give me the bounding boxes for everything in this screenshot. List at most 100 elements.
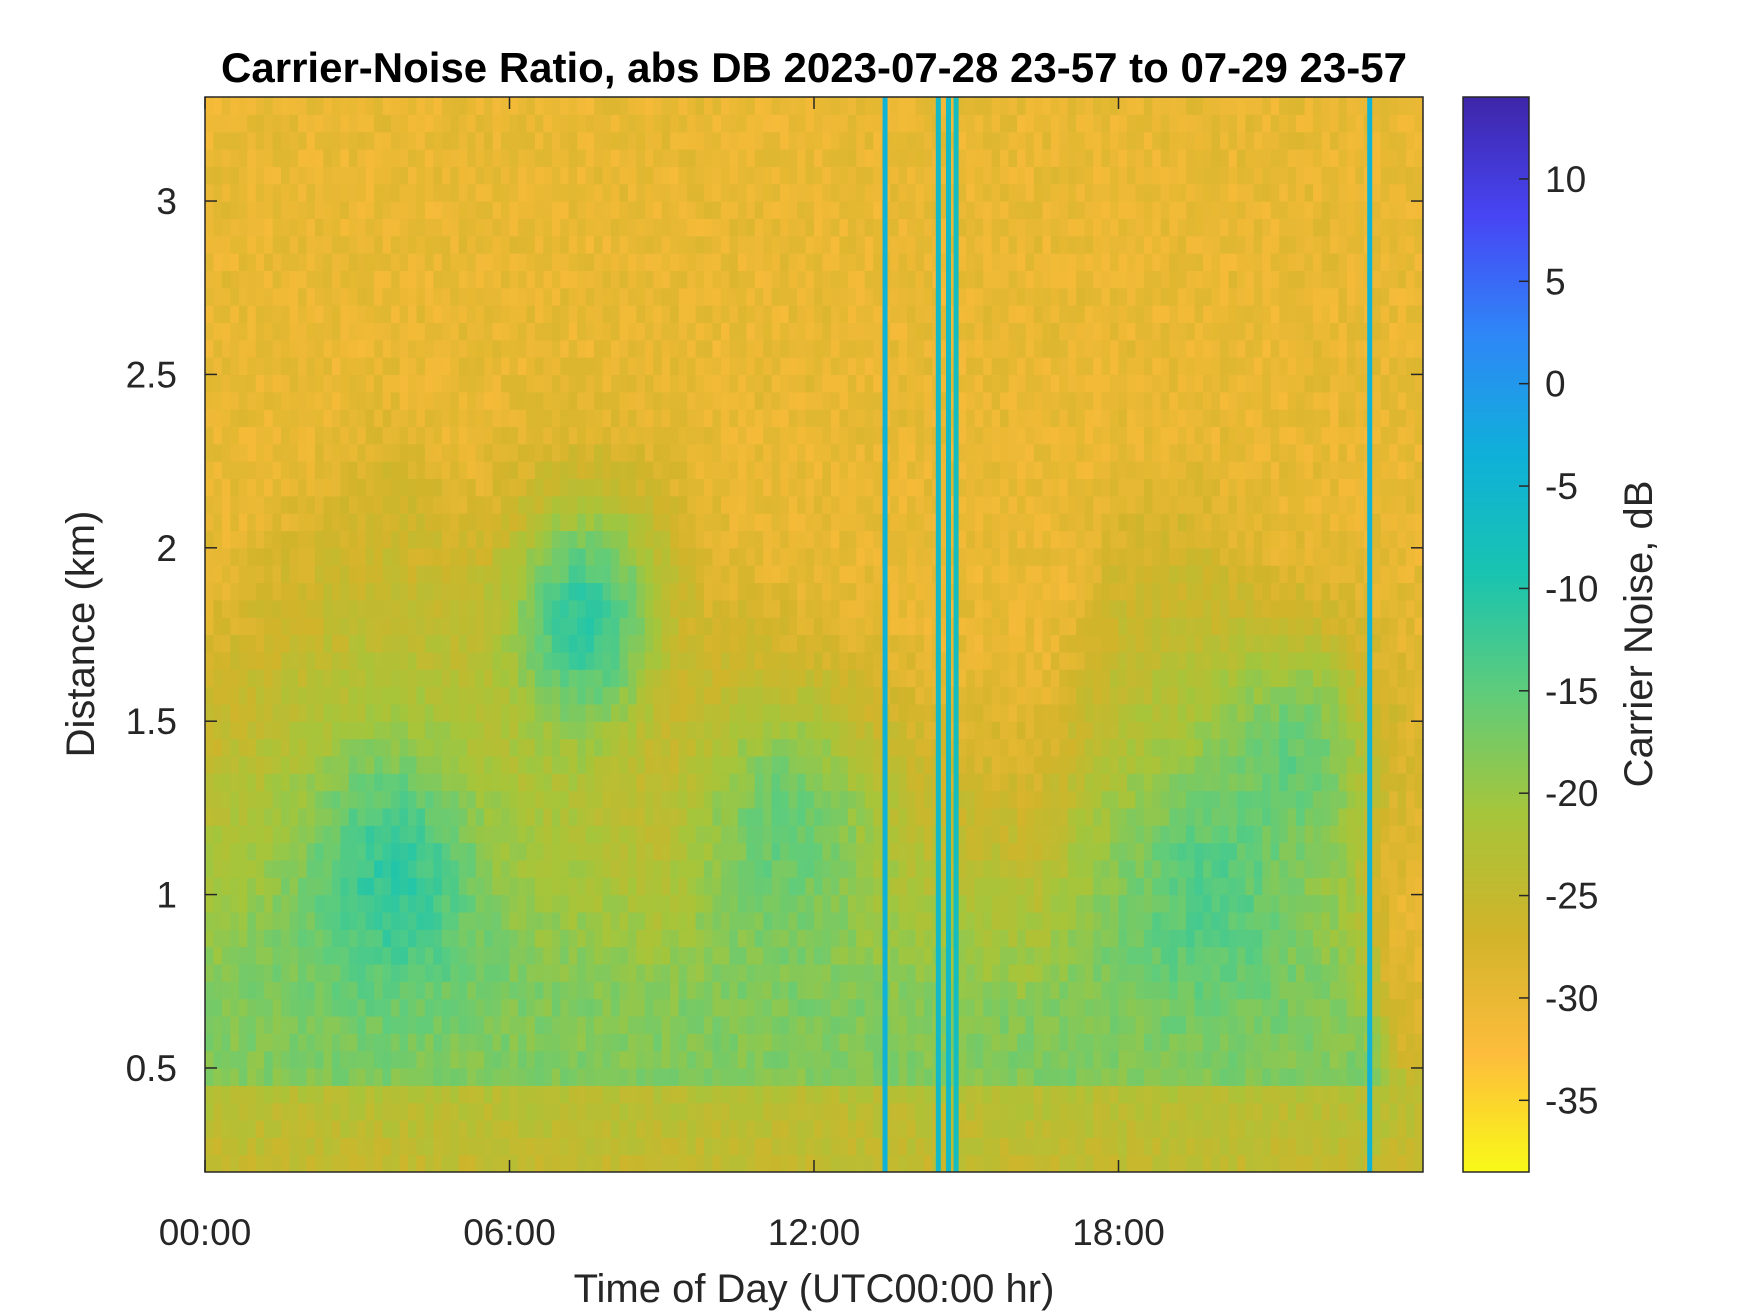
heatmap-cell [526,825,536,844]
heatmap-cell [797,877,807,896]
heatmap-cell [441,981,451,1000]
heatmap-cell [298,565,308,584]
heatmap-cell [847,443,857,462]
heatmap-cell [205,998,215,1017]
heatmap-cell [856,287,866,306]
heatmap-cell [484,131,494,150]
heatmap-cell [391,131,401,150]
heatmap-cell [484,1154,494,1172]
heatmap-cell [247,825,257,844]
heatmap-cell [814,894,824,913]
heatmap-cell [551,495,561,514]
heatmap-cell [289,201,299,219]
heatmap-cell [856,149,866,167]
heatmap-cell [763,149,773,167]
heatmap-cell [374,755,384,774]
heatmap-cell [408,461,418,480]
heatmap-cell [864,374,874,393]
heatmap-cell [458,651,468,670]
heatmap-cell [374,1154,384,1172]
heatmap-cell [238,218,248,237]
heatmap-cell [619,391,629,410]
heatmap-cell [644,617,654,636]
heatmap-cell [830,877,840,896]
heatmap-cell [763,617,773,636]
heatmap-cell [577,1015,587,1034]
heatmap-cell [221,1085,231,1104]
heatmap-cell [365,721,375,740]
heatmap-cell [365,738,375,757]
heatmap-cell [416,270,426,289]
heatmap-cell [737,1154,747,1172]
heatmap-cell [627,1050,637,1069]
heatmap-cell [492,651,502,670]
heatmap-cell [814,391,824,410]
heatmap-cell [247,565,257,584]
heatmap-cell [230,426,240,445]
heatmap-cell [661,1137,671,1156]
heatmap-cell [551,599,561,618]
heatmap-cell [720,339,731,358]
heatmap-cell [830,981,840,1000]
heatmap-cell [323,877,333,896]
heatmap-cell [695,253,705,271]
heatmap-cell [873,790,883,809]
heatmap-cell [433,842,443,861]
heatmap-cell [864,894,874,913]
heatmap-cell [467,998,477,1017]
heatmap-cell [348,790,358,809]
heatmap-cell [746,946,756,965]
heatmap-cell [484,651,494,670]
heatmap-cell [255,322,265,341]
heatmap-cell [416,426,426,445]
heatmap-cell [298,582,308,601]
heatmap-cell [611,565,621,584]
heatmap-cell [814,149,824,167]
heatmap-cell [720,565,731,584]
heatmap-cell [856,617,866,636]
heatmap-cell [331,513,341,532]
heatmap-cell [805,131,815,150]
heatmap-cell [484,1050,494,1069]
heatmap-cell [611,634,621,653]
heatmap-cell [509,582,519,601]
heatmap-cell [298,617,308,636]
heatmap-cell [441,859,451,878]
heatmap-cell [670,981,680,1000]
heatmap-cell [526,201,536,219]
heatmap-cell [323,617,333,636]
heatmap-cell [314,790,325,809]
heatmap-cell [517,530,528,549]
heatmap-cell [484,305,494,323]
heatmap-cell [255,669,265,688]
heatmap-cell [704,495,714,514]
heatmap-cell [323,270,333,289]
heatmap-cell [839,738,849,757]
heatmap-cell [230,1154,240,1172]
heatmap-cell [255,738,265,757]
heatmap-cell [289,859,299,878]
heatmap-cell [391,721,401,740]
heatmap-cell [255,270,265,289]
heatmap-cell [619,634,629,653]
heatmap-cell [433,599,443,618]
heatmap-cell [323,357,333,376]
heatmap-cell [771,755,781,774]
heatmap-cell [331,1033,341,1052]
heatmap-cell [873,634,883,653]
heatmap-cell [627,946,637,965]
heatmap-cell [678,686,688,705]
heatmap-cell [577,773,587,792]
heatmap-cell [847,131,857,150]
heatmap-cell [763,721,773,740]
heatmap-cell [822,443,832,462]
heatmap-cell [704,755,714,774]
heatmap-cell [408,599,418,618]
heatmap-cell [771,270,781,289]
heatmap-cell [306,183,316,202]
heatmap-cell [830,859,840,878]
heatmap-cell [636,1137,646,1156]
heatmap-cell [348,877,358,896]
heatmap-cell [830,218,840,237]
heatmap-cell [255,825,265,844]
